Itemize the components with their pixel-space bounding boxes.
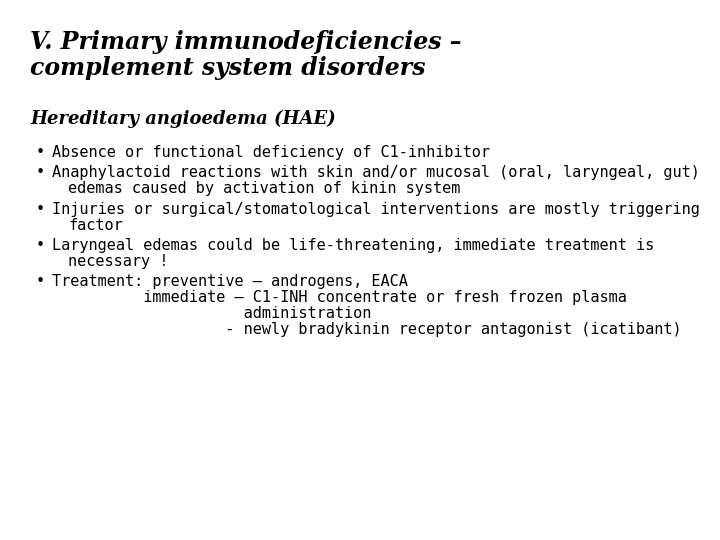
Text: complement system disorders: complement system disorders bbox=[30, 56, 426, 80]
Text: administration: administration bbox=[52, 306, 372, 321]
Text: •: • bbox=[36, 238, 45, 253]
Text: - newly bradykinin receptor antagonist (icatibant): - newly bradykinin receptor antagonist (… bbox=[52, 322, 682, 337]
Text: edemas caused by activation of kinin system: edemas caused by activation of kinin sys… bbox=[68, 181, 460, 196]
Text: V. Primary immunodeficiencies –: V. Primary immunodeficiencies – bbox=[30, 30, 462, 54]
Text: Laryngeal edemas could be life-threatening, immediate treatment is: Laryngeal edemas could be life-threateni… bbox=[52, 238, 654, 253]
Text: immediate – C1-INH concentrate or fresh frozen plasma: immediate – C1-INH concentrate or fresh … bbox=[52, 290, 627, 305]
Text: Hereditary angioedema (HAE): Hereditary angioedema (HAE) bbox=[30, 110, 336, 128]
Text: •: • bbox=[36, 165, 45, 180]
Text: •: • bbox=[36, 274, 45, 289]
Text: Anaphylactoid reactions with skin and/or mucosal (oral, laryngeal, gut): Anaphylactoid reactions with skin and/or… bbox=[52, 165, 700, 180]
Text: Injuries or surgical/stomatological interventions are mostly triggering: Injuries or surgical/stomatological inte… bbox=[52, 202, 700, 217]
Text: •: • bbox=[36, 145, 45, 160]
Text: Treatment: preventive – androgens, EACA: Treatment: preventive – androgens, EACA bbox=[52, 274, 408, 289]
Text: necessary !: necessary ! bbox=[68, 254, 168, 269]
Text: •: • bbox=[36, 202, 45, 217]
Text: Absence or functional deficiency of C1-inhibitor: Absence or functional deficiency of C1-i… bbox=[52, 145, 490, 160]
Text: factor: factor bbox=[68, 218, 122, 233]
